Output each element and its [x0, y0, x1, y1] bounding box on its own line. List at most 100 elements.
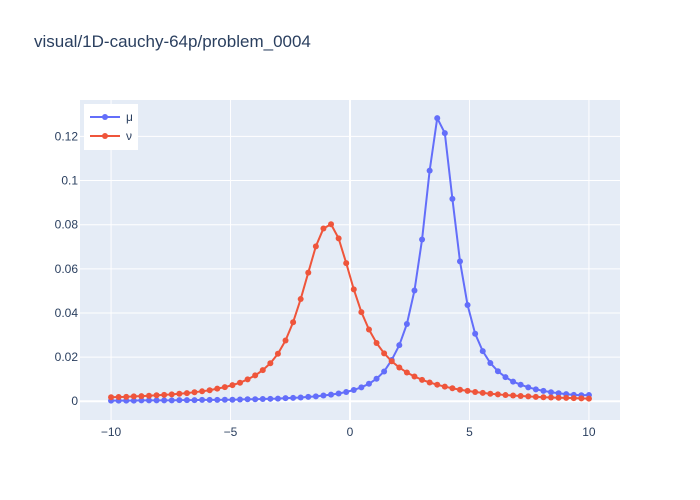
data-point-nu[interactable]	[358, 309, 365, 316]
data-point-nu[interactable]	[411, 373, 418, 380]
data-point-nu[interactable]	[434, 381, 441, 388]
data-point-mu[interactable]	[320, 392, 327, 399]
data-point-nu[interactable]	[214, 385, 221, 392]
data-point-nu[interactable]	[191, 389, 198, 396]
data-point-nu[interactable]	[350, 286, 357, 293]
data-point-nu[interactable]	[540, 394, 547, 401]
data-point-mu[interactable]	[426, 167, 433, 174]
data-point-nu[interactable]	[229, 382, 236, 389]
data-point-nu[interactable]	[153, 392, 160, 399]
data-point-nu[interactable]	[373, 339, 380, 346]
data-point-nu[interactable]	[487, 390, 494, 397]
data-point-mu[interactable]	[138, 397, 145, 404]
data-point-nu[interactable]	[381, 350, 388, 357]
data-point-mu[interactable]	[487, 360, 494, 367]
data-point-mu[interactable]	[161, 397, 168, 404]
data-point-mu[interactable]	[343, 388, 350, 395]
data-point-mu[interactable]	[411, 287, 418, 294]
data-point-nu[interactable]	[267, 360, 274, 367]
data-point-mu[interactable]	[259, 396, 266, 403]
legend-item-mu[interactable]: μ	[90, 110, 133, 124]
data-point-nu[interactable]	[396, 364, 403, 371]
data-point-mu[interactable]	[381, 368, 388, 375]
data-point-mu[interactable]	[532, 386, 539, 393]
data-point-mu[interactable]	[434, 115, 441, 122]
data-point-mu[interactable]	[305, 393, 312, 400]
data-point-nu[interactable]	[183, 390, 190, 397]
data-point-mu[interactable]	[312, 393, 319, 400]
data-point-nu[interactable]	[441, 383, 448, 390]
data-point-nu[interactable]	[570, 395, 577, 402]
data-point-nu[interactable]	[343, 260, 350, 267]
data-point-mu[interactable]	[328, 391, 335, 398]
data-point-mu[interactable]	[267, 395, 274, 402]
data-point-mu[interactable]	[297, 394, 304, 401]
data-point-nu[interactable]	[274, 350, 281, 357]
data-point-mu[interactable]	[199, 396, 206, 403]
data-point-nu[interactable]	[464, 387, 471, 394]
data-point-nu[interactable]	[176, 390, 183, 397]
data-point-nu[interactable]	[282, 337, 289, 344]
data-point-mu[interactable]	[494, 368, 501, 375]
data-point-nu[interactable]	[456, 386, 463, 393]
data-point-nu[interactable]	[312, 243, 319, 250]
data-point-nu[interactable]	[502, 392, 509, 399]
data-point-nu[interactable]	[449, 385, 456, 392]
data-point-mu[interactable]	[555, 390, 562, 397]
data-point-mu[interactable]	[548, 389, 555, 396]
data-point-nu[interactable]	[365, 326, 372, 333]
data-point-nu[interactable]	[472, 388, 479, 395]
data-point-mu[interactable]	[153, 397, 160, 404]
data-point-nu[interactable]	[479, 389, 486, 396]
data-point-nu[interactable]	[221, 384, 228, 391]
data-point-mu[interactable]	[396, 342, 403, 349]
data-point-nu[interactable]	[335, 235, 342, 242]
data-point-nu[interactable]	[297, 296, 304, 303]
data-point-nu[interactable]	[525, 393, 532, 400]
data-point-mu[interactable]	[479, 348, 486, 355]
data-point-mu[interactable]	[540, 387, 547, 394]
data-point-nu[interactable]	[252, 372, 259, 379]
data-point-mu[interactable]	[183, 397, 190, 404]
data-point-mu[interactable]	[517, 381, 524, 388]
data-point-nu[interactable]	[585, 395, 592, 402]
data-point-nu[interactable]	[328, 221, 335, 228]
data-point-nu[interactable]	[206, 387, 213, 394]
data-point-mu[interactable]	[449, 195, 456, 202]
data-point-nu[interactable]	[548, 394, 555, 401]
data-point-nu[interactable]	[426, 379, 433, 386]
data-point-nu[interactable]	[517, 392, 524, 399]
data-point-nu[interactable]	[578, 395, 585, 402]
data-point-nu[interactable]	[115, 394, 122, 401]
data-point-mu[interactable]	[502, 374, 509, 381]
data-point-mu[interactable]	[237, 396, 244, 403]
data-point-mu[interactable]	[525, 384, 532, 391]
data-point-nu[interactable]	[123, 393, 130, 400]
data-point-mu[interactable]	[191, 397, 198, 404]
data-point-mu[interactable]	[510, 378, 517, 385]
data-point-nu[interactable]	[138, 393, 145, 400]
data-point-nu[interactable]	[510, 392, 517, 399]
data-point-mu[interactable]	[145, 397, 152, 404]
data-point-nu[interactable]	[130, 393, 137, 400]
data-point-mu[interactable]	[274, 395, 281, 402]
data-point-nu[interactable]	[555, 394, 562, 401]
data-point-mu[interactable]	[229, 396, 236, 403]
data-point-mu[interactable]	[130, 397, 137, 404]
data-point-mu[interactable]	[282, 395, 289, 402]
data-point-nu[interactable]	[290, 319, 297, 326]
data-point-mu[interactable]	[464, 302, 471, 309]
data-point-nu[interactable]	[161, 391, 168, 398]
data-point-nu[interactable]	[388, 358, 395, 365]
data-point-nu[interactable]	[532, 393, 539, 400]
data-point-nu[interactable]	[494, 391, 501, 398]
data-point-mu[interactable]	[176, 397, 183, 404]
data-point-mu[interactable]	[252, 396, 259, 403]
data-point-nu[interactable]	[259, 367, 266, 374]
legend[interactable]: μ ν	[84, 104, 138, 150]
data-point-mu[interactable]	[365, 380, 372, 387]
data-point-mu[interactable]	[350, 386, 357, 393]
data-point-nu[interactable]	[419, 376, 426, 383]
legend-item-nu[interactable]: ν	[90, 129, 132, 143]
data-point-nu[interactable]	[563, 394, 570, 401]
